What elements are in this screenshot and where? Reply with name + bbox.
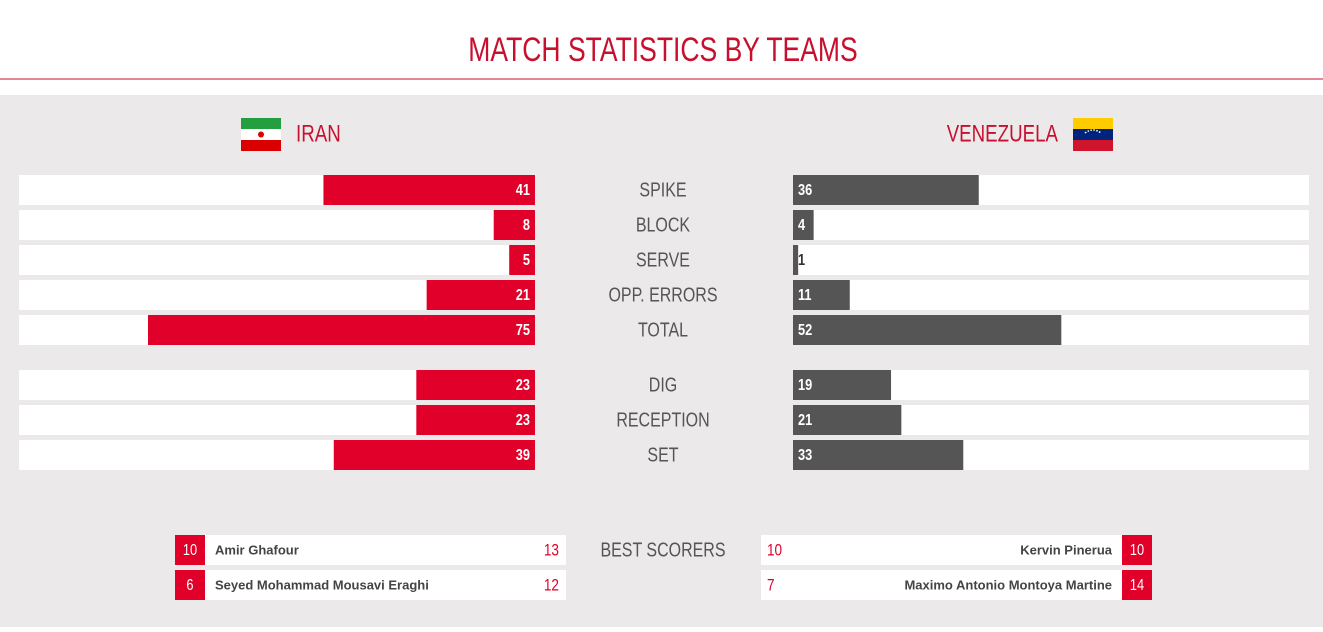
value-label: 19 bbox=[798, 377, 812, 395]
bar bbox=[333, 440, 535, 470]
jersey-box bbox=[1122, 570, 1152, 600]
player-points: 13 bbox=[544, 541, 559, 560]
value-label: 11 bbox=[798, 287, 812, 305]
player-name: Seyed Mohammad Mousavi Eraghi bbox=[215, 577, 429, 592]
bar bbox=[323, 175, 535, 205]
player-points: 7 bbox=[767, 576, 775, 595]
player-points: 10 bbox=[767, 541, 782, 560]
jersey-box bbox=[1122, 535, 1152, 565]
jersey-number: 14 bbox=[1130, 577, 1144, 595]
bar bbox=[793, 440, 964, 470]
bar bbox=[793, 315, 1062, 345]
bar bbox=[793, 210, 814, 240]
row-bg bbox=[793, 245, 1309, 275]
stat-label: RECEPTION bbox=[616, 409, 709, 431]
page-title: MATCH STATISTICS BY TEAMS bbox=[468, 31, 857, 69]
bar bbox=[148, 315, 535, 345]
value-label: 33 bbox=[798, 447, 812, 465]
jersey-number: 10 bbox=[1130, 542, 1144, 560]
value-label: 1 bbox=[798, 252, 805, 270]
bar bbox=[793, 175, 979, 205]
iran-flag bbox=[241, 118, 281, 151]
scorer-row bbox=[761, 570, 1122, 600]
scorer-row bbox=[205, 535, 566, 565]
stat-label: DIG bbox=[649, 374, 677, 396]
bar bbox=[793, 245, 799, 275]
jersey-number: 6 bbox=[186, 577, 193, 595]
player-name: Amir Ghafour bbox=[215, 542, 299, 557]
row-bg bbox=[793, 210, 1309, 240]
value-label: 21 bbox=[798, 412, 812, 430]
value-label: 21 bbox=[516, 287, 530, 305]
player-name: Kervin Pinerua bbox=[1020, 542, 1113, 557]
row-bg bbox=[19, 245, 535, 275]
jersey-box bbox=[175, 570, 205, 600]
stat-label: TOTAL bbox=[638, 319, 688, 341]
row-bg bbox=[793, 280, 1309, 310]
scorer-row bbox=[761, 535, 1122, 565]
stat-label: SPIKE bbox=[639, 179, 686, 201]
venezuela-flag bbox=[1073, 118, 1113, 151]
row-bg bbox=[19, 210, 535, 240]
player-name: Maximo Antonio Montoya Martine bbox=[904, 577, 1112, 592]
stat-label: SERVE bbox=[636, 249, 690, 271]
player-points: 12 bbox=[544, 576, 559, 595]
bar bbox=[416, 405, 535, 435]
jersey-box bbox=[175, 535, 205, 565]
bar bbox=[793, 280, 850, 310]
value-label: 41 bbox=[516, 182, 530, 200]
bar bbox=[426, 280, 535, 310]
stat-label: BLOCK bbox=[636, 214, 690, 236]
bar bbox=[793, 405, 902, 435]
bar bbox=[416, 370, 535, 400]
value-label: 23 bbox=[516, 377, 530, 395]
value-label: 39 bbox=[516, 447, 530, 465]
bar bbox=[509, 245, 535, 275]
team-name: VENEZUELA bbox=[947, 120, 1059, 147]
bar bbox=[493, 210, 535, 240]
value-label: 4 bbox=[798, 217, 805, 235]
best-scorers-label: BEST SCORERS bbox=[600, 539, 725, 561]
stat-label: OPP. ERRORS bbox=[608, 284, 717, 306]
value-label: 52 bbox=[798, 322, 812, 340]
jersey-number: 10 bbox=[183, 542, 197, 560]
value-label: 75 bbox=[516, 322, 530, 340]
team-name: IRAN bbox=[296, 120, 341, 147]
value-label: 5 bbox=[523, 252, 530, 270]
value-label: 23 bbox=[516, 412, 530, 430]
bar bbox=[793, 370, 892, 400]
stat-label: SET bbox=[647, 444, 678, 466]
value-label: 36 bbox=[798, 182, 812, 200]
scorer-row bbox=[205, 570, 566, 600]
value-label: 8 bbox=[523, 217, 530, 235]
